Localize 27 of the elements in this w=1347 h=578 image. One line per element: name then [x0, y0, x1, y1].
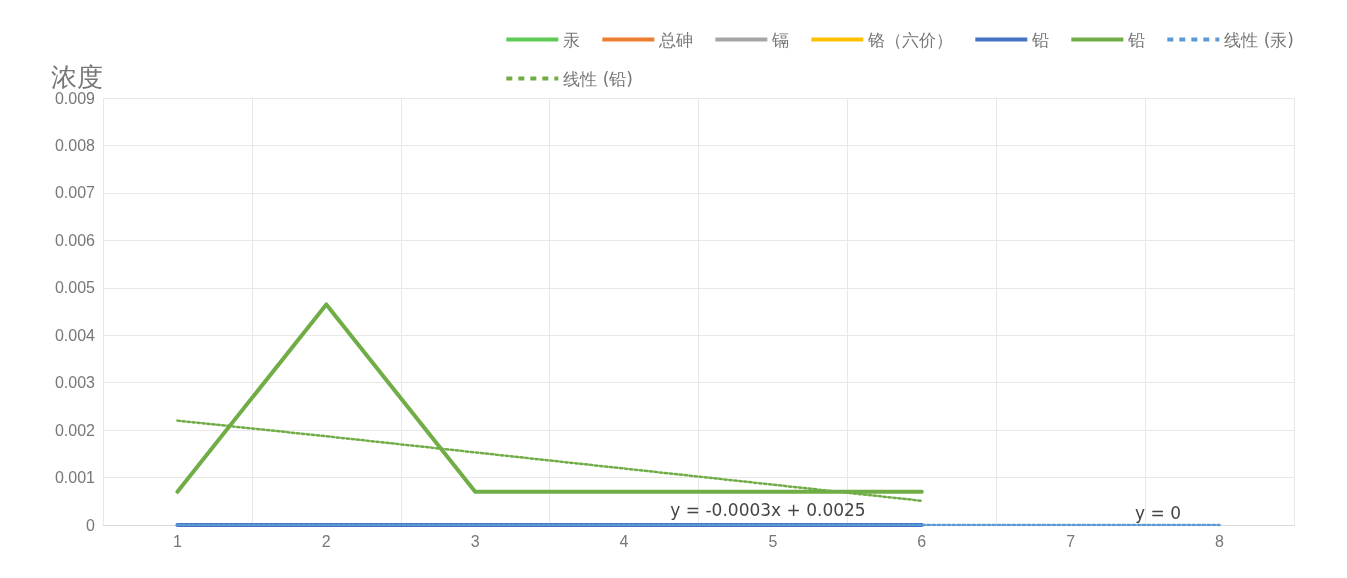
y-tick-label: 0.004 [54, 326, 96, 344]
legend-label: 铬（六价） [867, 29, 954, 50]
y-tick-label: 0.006 [54, 231, 96, 249]
x-tick-label: 3 [470, 532, 480, 550]
legend-label: 线性 (铅) [563, 68, 633, 89]
x-tick-label: 7 [1066, 532, 1076, 550]
annotation: y = -0.0003x + 0.0025 [670, 500, 866, 520]
x-tick-label: 8 [1215, 532, 1225, 550]
y-tick-label: 0.007 [54, 184, 96, 202]
x-tick-label: 6 [917, 532, 927, 550]
y-tick-label: 0 [86, 516, 96, 534]
y-tick-label: 0.001 [54, 469, 96, 487]
legend-label: 线性 (汞) [1224, 29, 1294, 50]
x-tick-label: 5 [768, 532, 778, 550]
x-tick-label: 4 [619, 532, 629, 550]
x-tick-label: 2 [321, 532, 331, 550]
y-tick-label: 0.008 [54, 136, 96, 154]
y-tick-label: 0.002 [54, 421, 96, 439]
legend-label: 铅 [1127, 29, 1146, 50]
legend-label: 镉 [771, 29, 790, 50]
legend-label: 铅 [1031, 29, 1050, 50]
legend-label: 总砷 [658, 29, 694, 50]
y-tick-label: 0.005 [54, 279, 96, 297]
legend-label: 汞 [563, 29, 581, 50]
y-tick-label: 0.003 [54, 374, 96, 392]
annotation: y = 0 [1135, 503, 1181, 523]
x-tick-label: 1 [172, 532, 182, 550]
